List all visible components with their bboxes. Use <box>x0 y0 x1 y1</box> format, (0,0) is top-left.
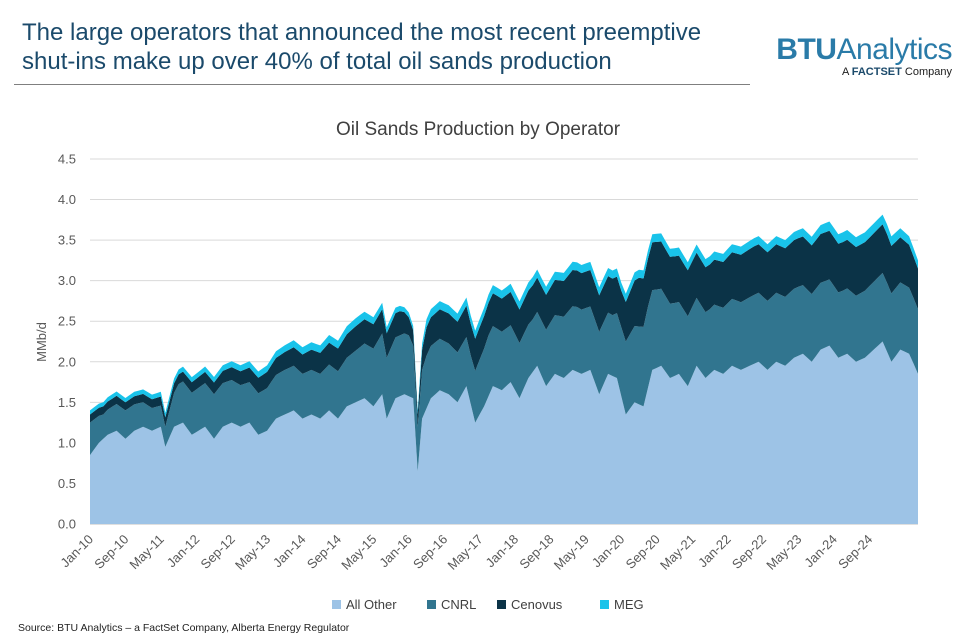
chart-title: Oil Sands Production by Operator <box>336 119 621 140</box>
x-axis-ticks: Jan-10Sep-10May-11Jan-12Sep-12May-13Jan-… <box>57 532 875 573</box>
x-tick-label: Jan-16 <box>376 532 415 571</box>
y-tick-label: 3.5 <box>58 233 76 248</box>
x-tick-label: May-21 <box>657 532 698 573</box>
x-tick-label: Jan-20 <box>589 532 628 571</box>
legend-label: CNRL <box>441 597 476 612</box>
headline: The large operators that announced the m… <box>22 19 702 75</box>
source-note: Source: BTU Analytics – a FactSet Compan… <box>18 622 350 634</box>
x-tick-label: Jan-10 <box>57 532 96 571</box>
x-tick-label: May-23 <box>763 532 804 573</box>
x-tick-label: Sep-16 <box>410 532 450 572</box>
legend-swatch <box>497 600 506 609</box>
x-tick-label: May-15 <box>338 532 379 573</box>
legend-label: All Other <box>346 597 397 612</box>
x-tick-label: Sep-14 <box>304 532 344 572</box>
legend-label: MEG <box>614 597 644 612</box>
logo-tagline-pre: A <box>841 66 852 78</box>
area-cenovus <box>90 224 918 427</box>
y-axis-label: MMb/d <box>34 322 49 362</box>
stacked-areas <box>90 214 918 524</box>
y-tick-label: 2.0 <box>58 354 76 369</box>
logo-name-rest: Analytics <box>836 33 952 66</box>
y-tick-label: 4.0 <box>58 192 76 207</box>
x-tick-label: Jan-14 <box>270 532 309 571</box>
y-tick-label: 1.0 <box>58 435 76 450</box>
legend-label: Cenovus <box>511 597 563 612</box>
x-tick-label: May-13 <box>232 532 273 573</box>
logo-tagline-brand: FACTSET <box>851 66 902 78</box>
y-tick-label: 0.0 <box>58 517 76 532</box>
x-tick-label: Jan-12 <box>164 532 203 571</box>
x-tick-label: Sep-18 <box>516 532 556 572</box>
y-tick-label: 3.0 <box>58 273 76 288</box>
area-cnrl <box>90 273 918 472</box>
x-tick-label: Sep-12 <box>198 532 238 572</box>
x-tick-label: Sep-10 <box>91 532 131 572</box>
x-tick-label: Sep-22 <box>729 532 769 572</box>
y-tick-label: 1.5 <box>58 395 76 410</box>
area-all-other <box>90 341 918 524</box>
y-tick-label: 4.5 <box>58 152 76 167</box>
header-divider <box>14 84 750 85</box>
logo-wordmark: BTUAnalytics <box>760 34 952 66</box>
legend-swatch <box>427 600 436 609</box>
x-tick-label: May-17 <box>444 532 485 573</box>
legend-swatch <box>600 600 609 609</box>
y-axis-ticks: 0.0 0.5 1.0 1.5 2.0 2.5 3.0 3.5 4.0 4.5 <box>58 152 76 532</box>
y-tick-label: 0.5 <box>58 476 76 491</box>
legend: All Other CNRL Cenovus MEG <box>332 597 644 612</box>
x-tick-label: Sep-20 <box>623 532 663 572</box>
logo-tagline-post: Company <box>901 66 952 78</box>
btu-analytics-logo: BTUAnalytics A FACTSET Company <box>760 34 952 79</box>
area-meg <box>90 214 918 418</box>
y-tick-label: 2.5 <box>58 314 76 329</box>
legend-swatch <box>332 600 341 609</box>
x-tick-label: May-11 <box>126 532 167 573</box>
x-tick-label: May-19 <box>551 532 592 573</box>
x-tick-label: Sep-24 <box>835 532 875 572</box>
x-tick-label: Jan-22 <box>695 532 734 571</box>
x-tick-label: Jan-18 <box>483 532 522 571</box>
x-tick-label: Jan-24 <box>801 532 840 571</box>
logo-tagline: A FACTSET Company <box>760 66 952 78</box>
logo-name-bold: BTU <box>776 33 837 66</box>
